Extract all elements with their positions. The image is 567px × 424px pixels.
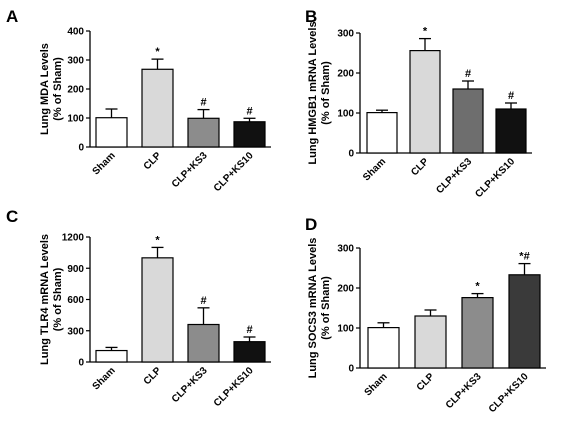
panel-c: C 0 300 600 900 1200 Lung TLR4 mRNA Levels (% o… — [6, 207, 271, 409]
category-label-c-2: CLP — [142, 365, 164, 387]
category-label-b-4: CLP+KS10 — [473, 156, 517, 200]
bar-b-1 — [366, 111, 398, 154]
category-label-c-4: CLP+KS10 — [212, 365, 256, 409]
bar-d-4 — [508, 274, 541, 369]
panel-label-b: B — [305, 7, 317, 26]
bar-d-2 — [414, 315, 447, 369]
category-label-a-2: CLP — [142, 150, 164, 172]
bar-a-4 — [233, 121, 266, 148]
bar-a-2 — [141, 68, 174, 148]
category-label-c-3: CLP+KS3 — [170, 365, 210, 405]
y-axis-label-d: (% of Sham) — [320, 276, 332, 340]
y-tick-label-c: 0 — [78, 358, 84, 369]
category-label-d-3: CLP+KS3 — [444, 371, 484, 411]
category-label-d-1: Sham — [363, 371, 390, 398]
y-tick-label-a: 200 — [67, 85, 84, 96]
y-tick-label-c: 600 — [67, 295, 84, 306]
category-label-b-1: Sham — [361, 156, 388, 183]
bar-d-1 — [367, 327, 400, 369]
bar-b-3 — [452, 88, 484, 154]
category-label-a-1: Sham — [91, 150, 118, 177]
y-tick-label-d: 300 — [337, 244, 354, 255]
panel-d: D 0 100 200 300 Lung SOCS3 mRNA Levels (% of S… — [305, 215, 546, 415]
panel-b: B 0 100 200 300 Lung HMGB1 mRNA Levels (% of S… — [305, 7, 532, 200]
bar-a-1 — [95, 117, 128, 148]
bar-c-3 — [187, 323, 220, 363]
y-tick-label-b: 0 — [348, 149, 354, 160]
significance-mark-c-4: # — [246, 324, 252, 336]
category-label-d-4: CLP+KS10 — [487, 371, 531, 415]
y-tick-label-d: 0 — [348, 364, 354, 375]
significance-mark-a-4: # — [246, 105, 252, 117]
y-axis-label-c: (% of Sham) — [52, 267, 64, 331]
y-tick-label-d: 200 — [337, 284, 354, 295]
category-label-b-2: CLP — [409, 156, 431, 178]
y-axis-label-c: Lung TLR4 mRNA Levels — [39, 234, 51, 365]
y-axis-label-b: (% of Sham) — [320, 61, 332, 125]
y-axis-label-a: (% of Sham) — [52, 57, 64, 121]
panel-label-a: A — [6, 7, 18, 26]
significance-mark-a-2: * — [155, 46, 160, 58]
bar-c-1 — [95, 349, 128, 363]
significance-mark-b-3: # — [465, 68, 471, 80]
y-tick-label-a: 100 — [67, 114, 84, 125]
y-tick-label-c: 1200 — [62, 233, 85, 244]
bar-b-2 — [409, 49, 441, 154]
significance-mark-c-2: * — [155, 234, 160, 246]
significance-mark-b-4: # — [508, 90, 514, 102]
y-tick-label-b: 100 — [337, 109, 354, 120]
panel-label-c: C — [6, 207, 18, 226]
significance-mark-d-4: *# — [519, 251, 529, 263]
bar-a-3 — [187, 117, 220, 148]
y-axis-label-a: Lung MDA Levels — [39, 43, 51, 135]
bar-d-3 — [461, 297, 494, 369]
panel-a: A 0 100 200 300 400 Lung MDA Levels (% of Sham)… — [6, 7, 271, 194]
y-tick-label-c: 300 — [67, 326, 84, 337]
y-tick-label-a: 300 — [67, 56, 84, 67]
y-tick-label-b: 300 — [337, 29, 354, 40]
category-label-d-2: CLP — [415, 371, 437, 393]
y-tick-label-b: 200 — [337, 69, 354, 80]
category-label-a-4: CLP+KS10 — [212, 150, 256, 194]
panel-label-d: D — [305, 215, 317, 234]
category-label-a-3: CLP+KS3 — [170, 150, 210, 190]
y-axis-label-d: Lung SOCS3 mRNA Levels — [307, 238, 319, 379]
y-tick-label-a: 0 — [78, 143, 84, 154]
category-label-c-1: Sham — [91, 365, 118, 392]
significance-mark-a-3: # — [200, 97, 206, 109]
y-tick-label-a: 400 — [67, 27, 84, 38]
category-label-b-3: CLP+KS3 — [434, 156, 474, 196]
bar-c-2 — [141, 257, 174, 363]
y-tick-label-c: 900 — [67, 264, 84, 275]
significance-mark-b-2: * — [423, 26, 428, 38]
bar-c-4 — [233, 341, 266, 363]
significance-mark-c-3: # — [200, 295, 206, 307]
bar-b-4 — [495, 108, 527, 154]
y-axis-label-b: Lung HMGB1 mRNA Levels — [307, 21, 319, 164]
significance-mark-d-3: * — [475, 281, 480, 293]
y-tick-label-d: 100 — [337, 324, 354, 335]
